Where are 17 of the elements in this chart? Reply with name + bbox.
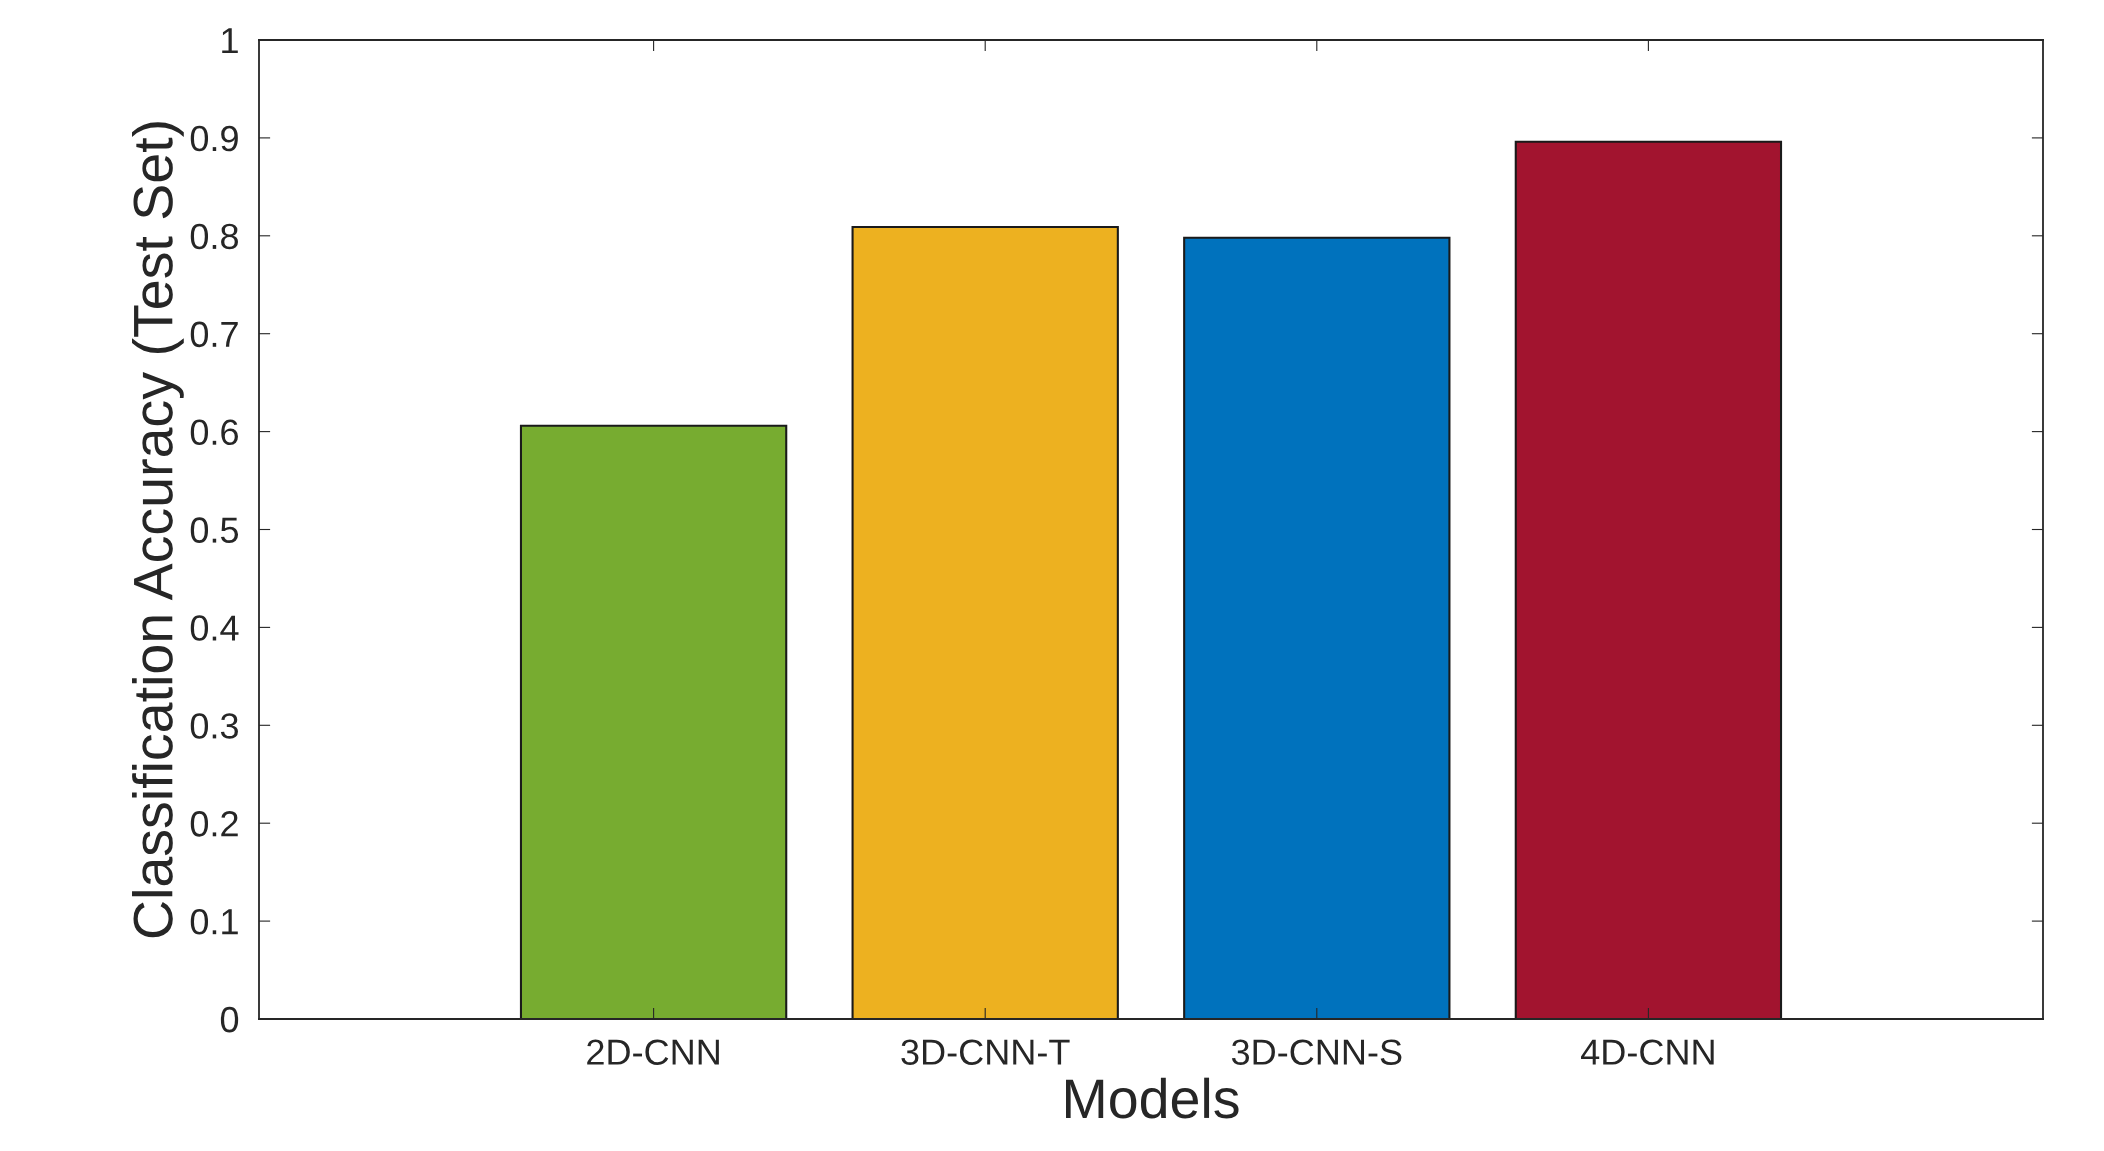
x-tick-label: 3D-CNN-S — [1231, 1039, 1402, 1065]
x-tick-label: 2D-CNN — [587, 1039, 719, 1065]
y-tick-label: 0.6 — [190, 419, 238, 446]
y-tick-label: 0 — [220, 1006, 239, 1033]
y-tick-label: 0.8 — [190, 223, 238, 250]
y-axis-title: Classification Accuracy (Test Set) — [132, 122, 184, 938]
y-tick-label: 0.5 — [190, 517, 239, 543]
x-tick-label: 4D-CNN — [1581, 1039, 1714, 1065]
x-axis-title: Models — [1066, 1077, 1239, 1119]
y-tick-label: 0.9 — [190, 125, 238, 152]
y-tick-label: 0.7 — [190, 321, 238, 348]
y-tick-label: 0.1 — [190, 908, 238, 935]
y-tick-label: 0.2 — [190, 811, 238, 837]
y-tick-label: 0.4 — [190, 615, 239, 641]
x-tick-label: 3D-CNN-T — [901, 1039, 1070, 1065]
y-tick-label: 1 — [222, 28, 238, 54]
y-tick-label: 0.3 — [190, 713, 238, 739]
